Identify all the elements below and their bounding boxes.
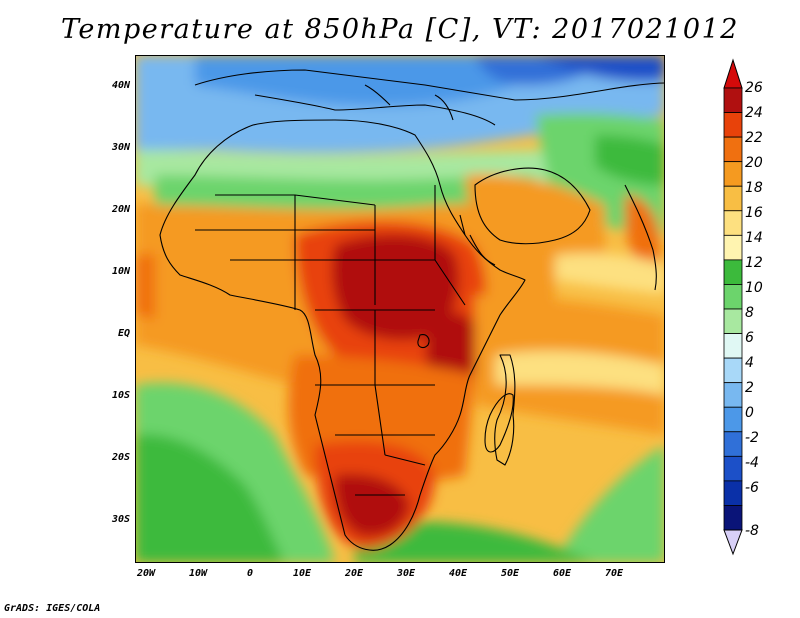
colorbar-label-minus4: -4 [745, 455, 759, 471]
colorbar-label-10: 10 [745, 280, 763, 296]
lat-label-20n: 20N [111, 204, 130, 215]
lon-label-30e: 30E [396, 568, 416, 579]
lon-label-50e: 50E [500, 568, 520, 579]
colorbar-boxes [723, 87, 743, 531]
lat-label-30s: 30S [111, 514, 130, 525]
lat-label-40n: 40N [111, 80, 130, 91]
colorbar-box [723, 161, 743, 187]
colorbar-label-16: 16 [745, 205, 763, 221]
colorbar-box [723, 308, 743, 334]
colorbar-box [723, 112, 743, 138]
temperature-map [135, 55, 665, 563]
colorbar-label-2: 2 [745, 380, 754, 396]
colorbar-label-26: 26 [745, 80, 763, 96]
colorbar-box [723, 234, 743, 261]
colorbar-label-minus6: -6 [745, 480, 759, 496]
colorbar-label-14: 14 [745, 230, 763, 246]
colorbar-label-18: 18 [745, 180, 763, 196]
colorbar-box [723, 505, 743, 531]
colorbar-box [723, 259, 743, 285]
colorbar-label-22: 22 [745, 130, 763, 146]
lon-label-70e: 70E [604, 568, 624, 579]
lon-label-60e: 60E [552, 568, 572, 579]
colorbar-label-20: 20 [745, 155, 763, 171]
colorbar-box [723, 333, 743, 359]
colorbar-box [723, 136, 743, 163]
colorbar-label-4: 4 [745, 355, 754, 371]
africa-coastline [159, 69, 665, 551]
lat-label-30n: 30N [111, 142, 130, 153]
colorbar-box [723, 185, 743, 212]
colorbar-box [723, 87, 743, 113]
lon-label-10w: 10W [188, 568, 208, 579]
map-title: Temperature at 850hPa [C], VT: 201702101… [61, 14, 739, 45]
lon-label-10e: 10E [292, 568, 312, 579]
colorbar-box [723, 431, 743, 457]
colorbar-label-8: 8 [745, 305, 754, 321]
colorbar-label-6: 6 [745, 330, 754, 346]
lon-label-40e: 40E [448, 568, 468, 579]
colorbar-top-arrow [723, 58, 743, 89]
grads-credit: GrADS: IGES/COLA [4, 603, 101, 614]
colorbar-label-24: 24 [745, 105, 763, 121]
lat-label-10n: 10N [111, 266, 130, 277]
colorbar-box [723, 357, 743, 384]
colorbar-box [723, 480, 743, 506]
lon-label-20e: 20E [344, 568, 364, 579]
colorbar-box [723, 210, 743, 236]
colorbar-bottom-arrow [723, 529, 743, 556]
colorbar-label-0: 0 [745, 405, 754, 421]
colorbar [723, 58, 743, 556]
colorbar-box [723, 406, 743, 433]
colorbar-label-minus8: -8 [745, 523, 759, 539]
lat-label-eq: EQ [117, 328, 130, 339]
lon-label-0: 0 [246, 568, 254, 579]
colorbar-box [723, 284, 743, 310]
temperature-field [135, 55, 665, 563]
lon-label-20w: 20W [136, 568, 156, 579]
lat-label-20s: 20S [111, 452, 130, 463]
lat-label-10s: 10S [111, 390, 130, 401]
colorbar-label-minus2: -2 [745, 430, 759, 446]
colorbar-box [723, 455, 743, 482]
map-canvas [135, 55, 665, 563]
colorbar-box [723, 382, 743, 408]
colorbar-label-12: 12 [745, 255, 763, 271]
